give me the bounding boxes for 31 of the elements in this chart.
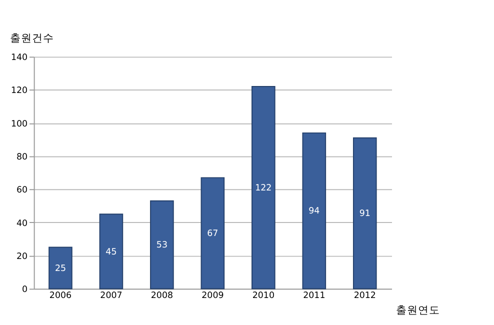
x-tick-label: 2012: [354, 290, 376, 301]
x-tick-label: 2008: [150, 290, 173, 301]
data-label: 122: [255, 184, 272, 194]
y-tick-label: 100: [10, 119, 28, 130]
data-label: 53: [156, 240, 168, 251]
bar: [352, 137, 377, 290]
y-tick-label: 0: [22, 285, 28, 296]
bar: [302, 132, 326, 290]
x-tick-label: 2009: [202, 290, 224, 301]
x-tick-label: 2006: [49, 290, 72, 301]
bar: [99, 214, 124, 290]
y-tick-label: 120: [10, 86, 28, 96]
bar: [150, 200, 174, 290]
data-label: 25: [54, 264, 66, 274]
x-axis-title: 출원연도: [396, 303, 440, 316]
y-tick-label: 80: [16, 152, 28, 163]
data-label: 67: [207, 229, 218, 240]
y-tick-label: 40: [16, 218, 28, 229]
y-tick-label: 20: [16, 252, 28, 262]
x-tick-label: 2011: [303, 290, 326, 301]
x-tick-label: 2007: [100, 290, 122, 301]
y-tick-label: 60: [16, 186, 28, 196]
y-tick-label: 140: [10, 53, 28, 64]
bar: [252, 86, 276, 290]
data-label: 94: [308, 206, 320, 217]
data-label: 45: [106, 247, 117, 258]
bar: [48, 246, 72, 290]
data-label: 91: [359, 209, 370, 220]
y-axis-title: 출원건수: [10, 32, 54, 45]
x-tick-label: 2010: [252, 290, 274, 301]
bar: [200, 177, 225, 290]
